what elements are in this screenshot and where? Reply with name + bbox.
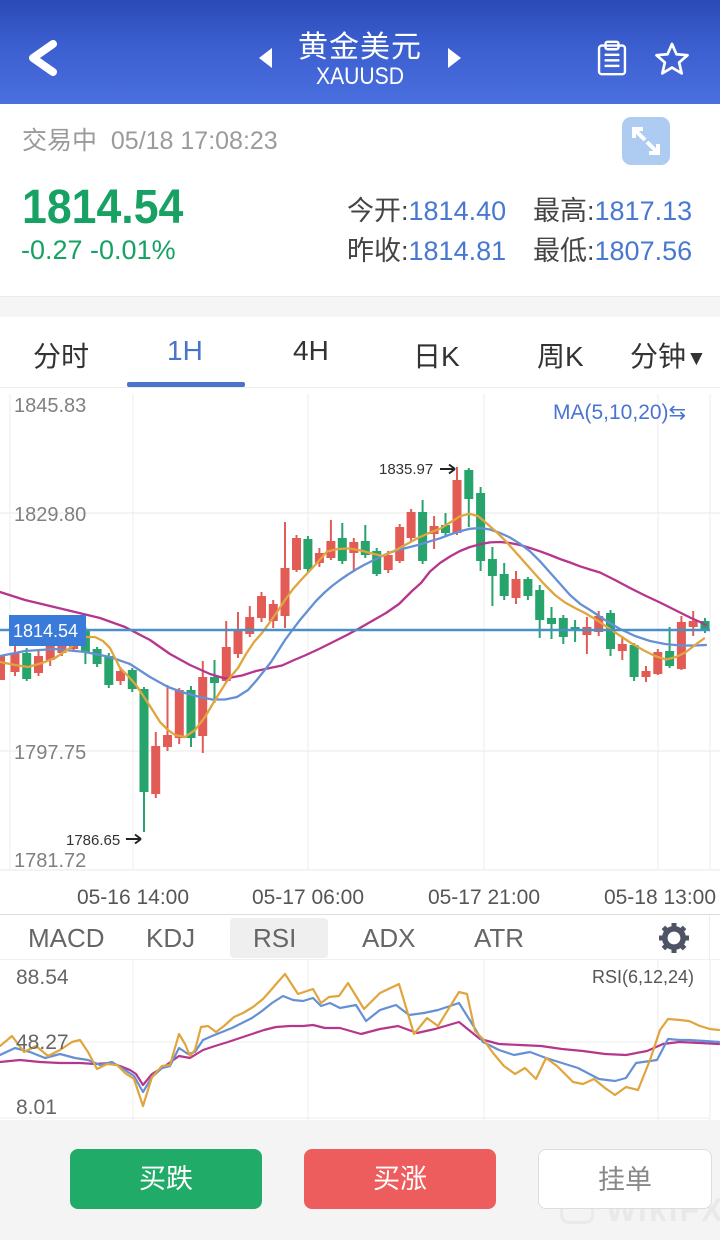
svg-text:88.54: 88.54 <box>16 966 69 989</box>
svg-text:05-17 06:00: 05-17 06:00 <box>252 886 364 909</box>
svg-text:1786.65: 1786.65 <box>66 832 120 849</box>
svg-text:MA(5,10,20)⇆: MA(5,10,20)⇆ <box>553 401 686 424</box>
svg-text:1845.83: 1845.83 <box>14 395 86 417</box>
svg-text:1781.72: 1781.72 <box>14 850 86 872</box>
svg-text:1797.75: 1797.75 <box>14 742 86 764</box>
svg-text:05-17 21:00: 05-17 21:00 <box>428 886 540 909</box>
svg-text:8.01: 8.01 <box>16 1096 57 1119</box>
svg-text:48.27: 48.27 <box>16 1031 69 1054</box>
svg-text:1814.54: 1814.54 <box>13 621 78 641</box>
svg-text:1835.97: 1835.97 <box>379 461 433 478</box>
svg-text:1829.80: 1829.80 <box>14 504 86 526</box>
svg-text:05-16 14:00: 05-16 14:00 <box>77 886 189 909</box>
svg-text:RSI(6,12,24): RSI(6,12,24) <box>592 967 694 987</box>
svg-text:05-18 13:00: 05-18 13:00 <box>604 886 716 909</box>
